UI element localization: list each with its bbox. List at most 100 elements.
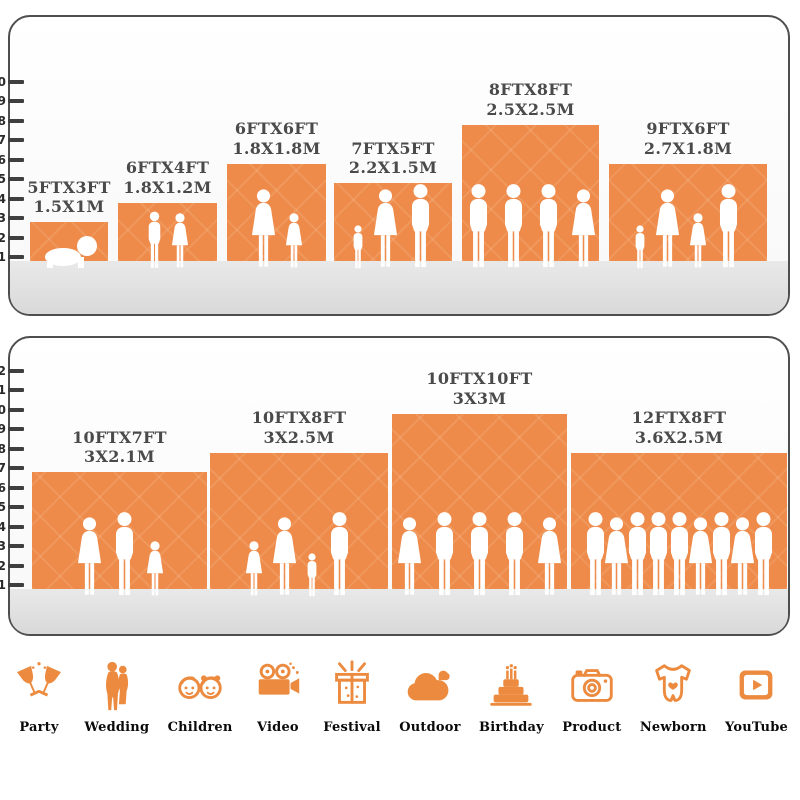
silhouette-group: [322, 183, 464, 269]
woman-silhouette: [730, 517, 754, 595]
ruler-number: 5: [0, 500, 6, 514]
ruler-tick: [8, 368, 24, 373]
ruler-number: 6: [0, 152, 6, 167]
ruler-number: 9: [0, 94, 6, 108]
girl-silhouette: [171, 213, 189, 268]
product-icon: [565, 658, 619, 712]
party-icon: [16, 662, 62, 697]
panel-small-backdrops: 123456789105FTX3FT1.5X1M6FTX4FT1.8X1.2M6…: [0, 15, 790, 316]
backdrop-7ftx5ft: [334, 183, 452, 269]
category-wedding: Wedding: [84, 658, 149, 735]
youtube-icon: [740, 670, 773, 700]
backdrop-size-label: 5FTX3FT 1.5X1M: [0, 178, 179, 217]
backdrop-5ftx3ft: [30, 222, 108, 268]
silhouette-group: [597, 183, 779, 269]
children-icon: [173, 658, 227, 712]
birthday-icon: [490, 664, 533, 706]
category-label: Product: [562, 720, 622, 735]
category-birthday: Birthday: [479, 658, 544, 735]
ruler-tick: [8, 388, 24, 392]
woman-silhouette: [537, 517, 562, 595]
ruler-tick: [8, 118, 24, 123]
backdrop-6ftx4ft: [118, 202, 217, 268]
backdrop-10ftx7ft: [32, 472, 207, 596]
wedding-icon: [105, 661, 128, 711]
category-label: Festival: [323, 720, 381, 735]
backdrop-10ftx8ft: [210, 452, 388, 597]
floor: [10, 261, 788, 314]
ruler-tick: [8, 466, 24, 470]
festival-icon: [335, 660, 369, 704]
man-silhouette: [435, 512, 454, 596]
ruler-tick: [8, 157, 24, 162]
ruler-tick: [8, 235, 24, 240]
video-icon: [251, 658, 305, 712]
backdrop-size-ft: 6FTX6FT: [234, 119, 319, 139]
man-silhouette: [712, 512, 730, 596]
backdrop-size-label: 12FTX8FT 3.6X2.5M: [569, 408, 789, 447]
girl-silhouette: [245, 541, 263, 596]
woman-silhouette: [373, 189, 398, 267]
backdrop-size-m: 2.7X1.8M: [643, 138, 733, 158]
birthday-icon: [484, 658, 538, 712]
man-silhouette: [649, 512, 667, 596]
woman-silhouette: [397, 517, 422, 595]
woman-silhouette: [655, 189, 680, 267]
category-label: Children: [167, 720, 233, 735]
woman-silhouette: [272, 517, 297, 595]
man-silhouette: [115, 512, 133, 596]
ruler-number: 4: [0, 191, 6, 206]
backdrop-size-ft: 10FTX7FT: [72, 427, 167, 447]
ruler-number: 8: [0, 113, 6, 128]
ruler-tick: [8, 196, 24, 201]
backdrop-9ftx6ft: [609, 163, 767, 269]
ruler-tick: [8, 99, 24, 103]
ruler-tick: [8, 177, 24, 181]
ruler-number: 3: [0, 211, 6, 225]
baby-silhouette: [45, 236, 97, 268]
ruler-number: 4: [0, 519, 6, 534]
ruler-number: 10: [0, 402, 6, 417]
man-silhouette: [586, 512, 604, 596]
backdrop-size-m: 1.8X1.2M: [123, 177, 212, 197]
girl-silhouette: [146, 541, 163, 596]
woman-silhouette: [571, 189, 595, 267]
man-silhouette: [539, 184, 557, 268]
backdrop-size-m: 2.5X2.5M: [486, 99, 575, 119]
category-label: Birthday: [479, 720, 544, 735]
video-icon: [258, 662, 300, 695]
ruler-number: 7: [0, 461, 6, 475]
category-video: Video: [251, 658, 305, 735]
category-label: YouTube: [724, 720, 788, 735]
ruler-tick: [8, 427, 24, 431]
backdrop-8ftx8ft: [462, 124, 599, 268]
man-silhouette: [411, 184, 430, 268]
backdrop-size-ft: 8FTX8FT: [488, 80, 573, 100]
backdrop-size-ft: 7FTX5FT: [351, 138, 435, 158]
backdrop-size-m: 3X2.1M: [84, 447, 155, 467]
backdrop-size-m: 1.8X1.8M: [232, 138, 321, 158]
backdrop-size-label: 10FTX8FT 3X2.5M: [189, 408, 409, 447]
silhouette-group: [198, 511, 400, 597]
ruler-number: 1: [0, 250, 6, 264]
girl-silhouette: [689, 213, 707, 268]
category-newborn: Newborn: [640, 658, 707, 735]
ruler-tick: [8, 79, 24, 84]
ruler-number: 8: [0, 441, 6, 456]
backdrop-size-label: 6FTX4FT 1.8X1.2M: [58, 158, 278, 197]
outdoor-icon: [403, 658, 457, 712]
woman-silhouette: [604, 517, 628, 595]
man-silhouette: [628, 512, 646, 596]
ruler-number: 9: [0, 422, 6, 436]
newborn-icon: [655, 664, 692, 702]
man-silhouette: [505, 512, 524, 596]
children-icon: [178, 675, 222, 699]
ruler-tick: [8, 583, 24, 587]
ruler-number: 7: [0, 133, 6, 147]
ruler-tick: [8, 563, 24, 568]
man-silhouette: [719, 184, 738, 268]
backdrop-size-m: 3X2.5M: [263, 427, 335, 447]
backdrop-size-m: 3X3M: [452, 388, 507, 408]
silhouette-group: [559, 511, 799, 597]
ruler-number: 2: [0, 558, 6, 573]
